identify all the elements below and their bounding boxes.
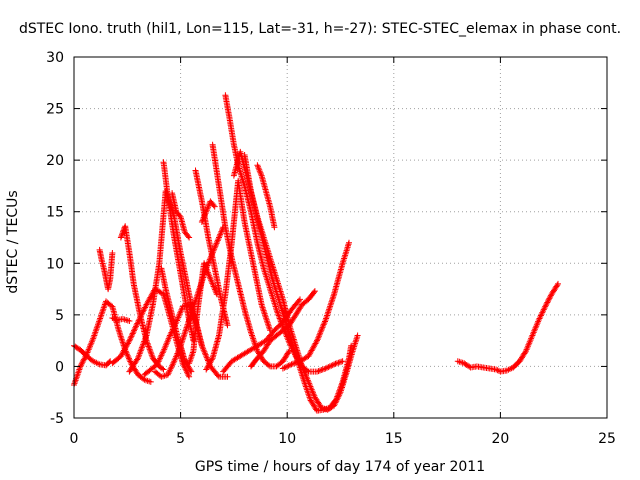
- data-series: [454, 358, 517, 375]
- data-point-markers: [152, 224, 227, 380]
- plot-frame: [73, 56, 608, 419]
- data-series: [220, 296, 303, 375]
- y-tick-label: -5: [50, 411, 64, 427]
- data-series: [248, 288, 318, 370]
- data-series: [152, 224, 227, 380]
- data-point-markers: [254, 162, 278, 231]
- y-tick-label: 10: [46, 256, 64, 272]
- chart-title: dSTEC Iono. truth (hil1, Lon=115, Lat=-3…: [19, 21, 621, 37]
- data-point-markers: [510, 280, 561, 371]
- data-point-markers: [454, 358, 517, 375]
- data-point-markers: [198, 198, 218, 225]
- data-point-markers: [109, 315, 133, 324]
- data-point-markers: [230, 148, 355, 414]
- y-tick-label: 5: [55, 308, 64, 324]
- data-series: [169, 190, 193, 241]
- y-tick-label: 0: [55, 359, 64, 375]
- data-points: [71, 92, 561, 414]
- data-point-markers: [96, 246, 116, 293]
- data-point-markers: [220, 296, 303, 375]
- data-point-markers: [203, 177, 274, 373]
- data-series: [510, 280, 561, 371]
- y-tick-label: 20: [46, 153, 64, 169]
- data-series: [230, 148, 355, 414]
- data-point-markers: [209, 141, 293, 370]
- y-axis-label: dSTEC / TECUs: [5, 190, 21, 293]
- x-tick-label: 15: [385, 431, 403, 447]
- data-series: [241, 152, 361, 413]
- data-point-markers: [279, 239, 352, 372]
- x-tick-label: 10: [278, 431, 296, 447]
- axis-ticks: 0 5 10 15 20 25 -5 0 5 10 15 20 25 30: [46, 50, 616, 447]
- data-series: [109, 315, 133, 324]
- y-tick-label: 15: [46, 205, 64, 221]
- data-series: [254, 162, 278, 231]
- x-tick-label: 20: [491, 431, 509, 447]
- y-tick-label: 25: [46, 102, 64, 118]
- x-tick-label: 5: [176, 431, 185, 447]
- grid-lines: [74, 57, 607, 418]
- data-point-markers: [248, 288, 318, 370]
- data-series: [198, 198, 218, 225]
- data-series: [203, 177, 274, 373]
- data-series: [209, 141, 293, 370]
- y-tick-label: 30: [46, 50, 64, 66]
- x-axis-label: GPS time / hours of day 174 of year 2011: [195, 459, 485, 475]
- data-series: [279, 239, 352, 372]
- data-point-markers: [169, 190, 193, 241]
- data-point-markers: [241, 152, 361, 413]
- x-tick-label: 25: [598, 431, 616, 447]
- x-tick-label: 0: [70, 431, 79, 447]
- data-series: [96, 246, 116, 293]
